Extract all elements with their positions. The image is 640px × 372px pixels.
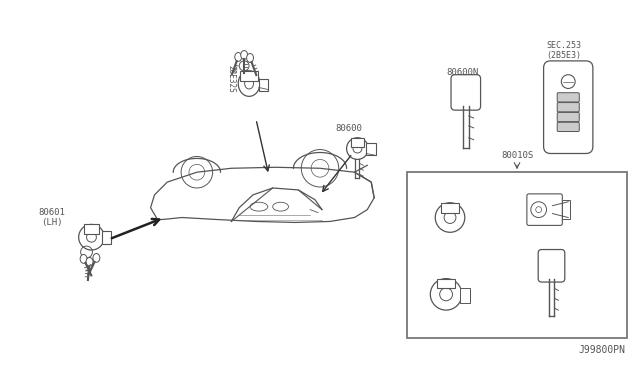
FancyBboxPatch shape — [557, 122, 579, 132]
Ellipse shape — [93, 253, 100, 262]
Ellipse shape — [241, 51, 248, 60]
FancyBboxPatch shape — [527, 194, 563, 225]
Bar — [406, 172, 627, 338]
Circle shape — [561, 75, 575, 89]
Circle shape — [181, 157, 212, 188]
Circle shape — [435, 203, 465, 232]
Bar — [240, 71, 258, 81]
Ellipse shape — [238, 71, 260, 96]
Text: SEC.253
(2B5E3): SEC.253 (2B5E3) — [547, 41, 582, 60]
Ellipse shape — [235, 52, 242, 61]
FancyBboxPatch shape — [557, 93, 579, 102]
Circle shape — [189, 164, 205, 180]
Text: 80601
(LH): 80601 (LH) — [38, 208, 65, 227]
Bar — [437, 279, 455, 288]
Bar — [441, 203, 459, 212]
Circle shape — [430, 279, 462, 310]
Ellipse shape — [246, 54, 253, 62]
Bar — [102, 231, 111, 244]
Circle shape — [347, 138, 368, 160]
Circle shape — [311, 160, 329, 177]
Bar — [351, 138, 364, 147]
Text: 80600N: 80600N — [447, 68, 479, 77]
Circle shape — [86, 232, 97, 242]
FancyBboxPatch shape — [451, 75, 481, 110]
Bar — [563, 200, 570, 219]
Circle shape — [531, 202, 547, 218]
Bar — [259, 78, 268, 92]
Text: J99800PN: J99800PN — [579, 346, 625, 355]
Ellipse shape — [86, 257, 93, 266]
Ellipse shape — [80, 254, 87, 263]
FancyBboxPatch shape — [557, 112, 579, 122]
FancyBboxPatch shape — [543, 61, 593, 154]
FancyBboxPatch shape — [557, 103, 579, 112]
Bar — [84, 224, 99, 234]
Bar — [366, 142, 376, 155]
Circle shape — [440, 288, 452, 301]
Circle shape — [353, 144, 362, 153]
Text: 80010S: 80010S — [501, 151, 533, 160]
Circle shape — [444, 212, 456, 224]
FancyBboxPatch shape — [538, 250, 564, 282]
Text: 28E32S: 28E32S — [227, 65, 236, 93]
Circle shape — [79, 224, 104, 250]
Circle shape — [536, 207, 541, 212]
Bar — [460, 288, 470, 303]
Ellipse shape — [273, 202, 289, 211]
Circle shape — [301, 150, 339, 187]
Ellipse shape — [250, 202, 268, 211]
Ellipse shape — [244, 78, 253, 89]
Text: 80600: 80600 — [336, 124, 363, 133]
